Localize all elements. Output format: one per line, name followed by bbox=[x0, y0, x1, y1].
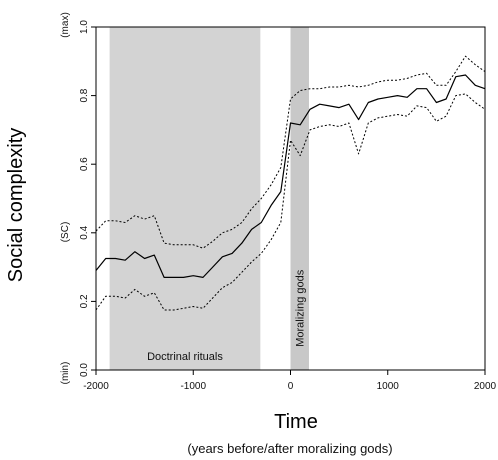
y-axis-min-note: (min) bbox=[60, 362, 71, 385]
y-tick-label: 0.2 bbox=[79, 294, 90, 308]
band-doctrinal-rituals bbox=[109, 27, 261, 370]
band-label: Doctrinal rituals bbox=[147, 351, 223, 363]
band-moralizing-gods bbox=[290, 27, 309, 370]
y-tick-label: 1.0 bbox=[79, 20, 90, 34]
x-tick-label: 0 bbox=[288, 381, 294, 392]
y-axis-title: Social complexity bbox=[5, 128, 27, 283]
x-axis: -2000 -1000 0 1000 2000 bbox=[83, 370, 497, 392]
series-line-lower-bound bbox=[95, 93, 486, 311]
y-tick-label: 0.4 bbox=[79, 225, 90, 239]
series-lines bbox=[95, 55, 486, 311]
y-tick-label: 0.6 bbox=[79, 157, 90, 171]
y-axis-subtitle: (SC) bbox=[60, 222, 71, 243]
x-tick-label: -1000 bbox=[180, 381, 206, 392]
x-tick-label: 1000 bbox=[377, 381, 400, 392]
series-line-upper-bound bbox=[95, 55, 486, 249]
shaded-bands: Doctrinal rituals Moralizing gods bbox=[109, 27, 309, 370]
y-tick-label: 0.0 bbox=[79, 363, 90, 377]
y-axis: 0.0 0.2 0.4 0.6 0.8 1.0 bbox=[79, 20, 96, 377]
x-axis-title: Time bbox=[274, 411, 318, 433]
y-tick-label: 0.8 bbox=[79, 88, 90, 102]
y-axis-max-note: (max) bbox=[60, 12, 71, 38]
series-line-mean bbox=[95, 74, 486, 278]
x-axis-subtitle: (years before/after moralizing gods) bbox=[187, 441, 392, 456]
x-tick-label: -2000 bbox=[83, 381, 109, 392]
x-tick-label: 2000 bbox=[474, 381, 497, 392]
band-label: Moralizing gods bbox=[295, 269, 307, 347]
